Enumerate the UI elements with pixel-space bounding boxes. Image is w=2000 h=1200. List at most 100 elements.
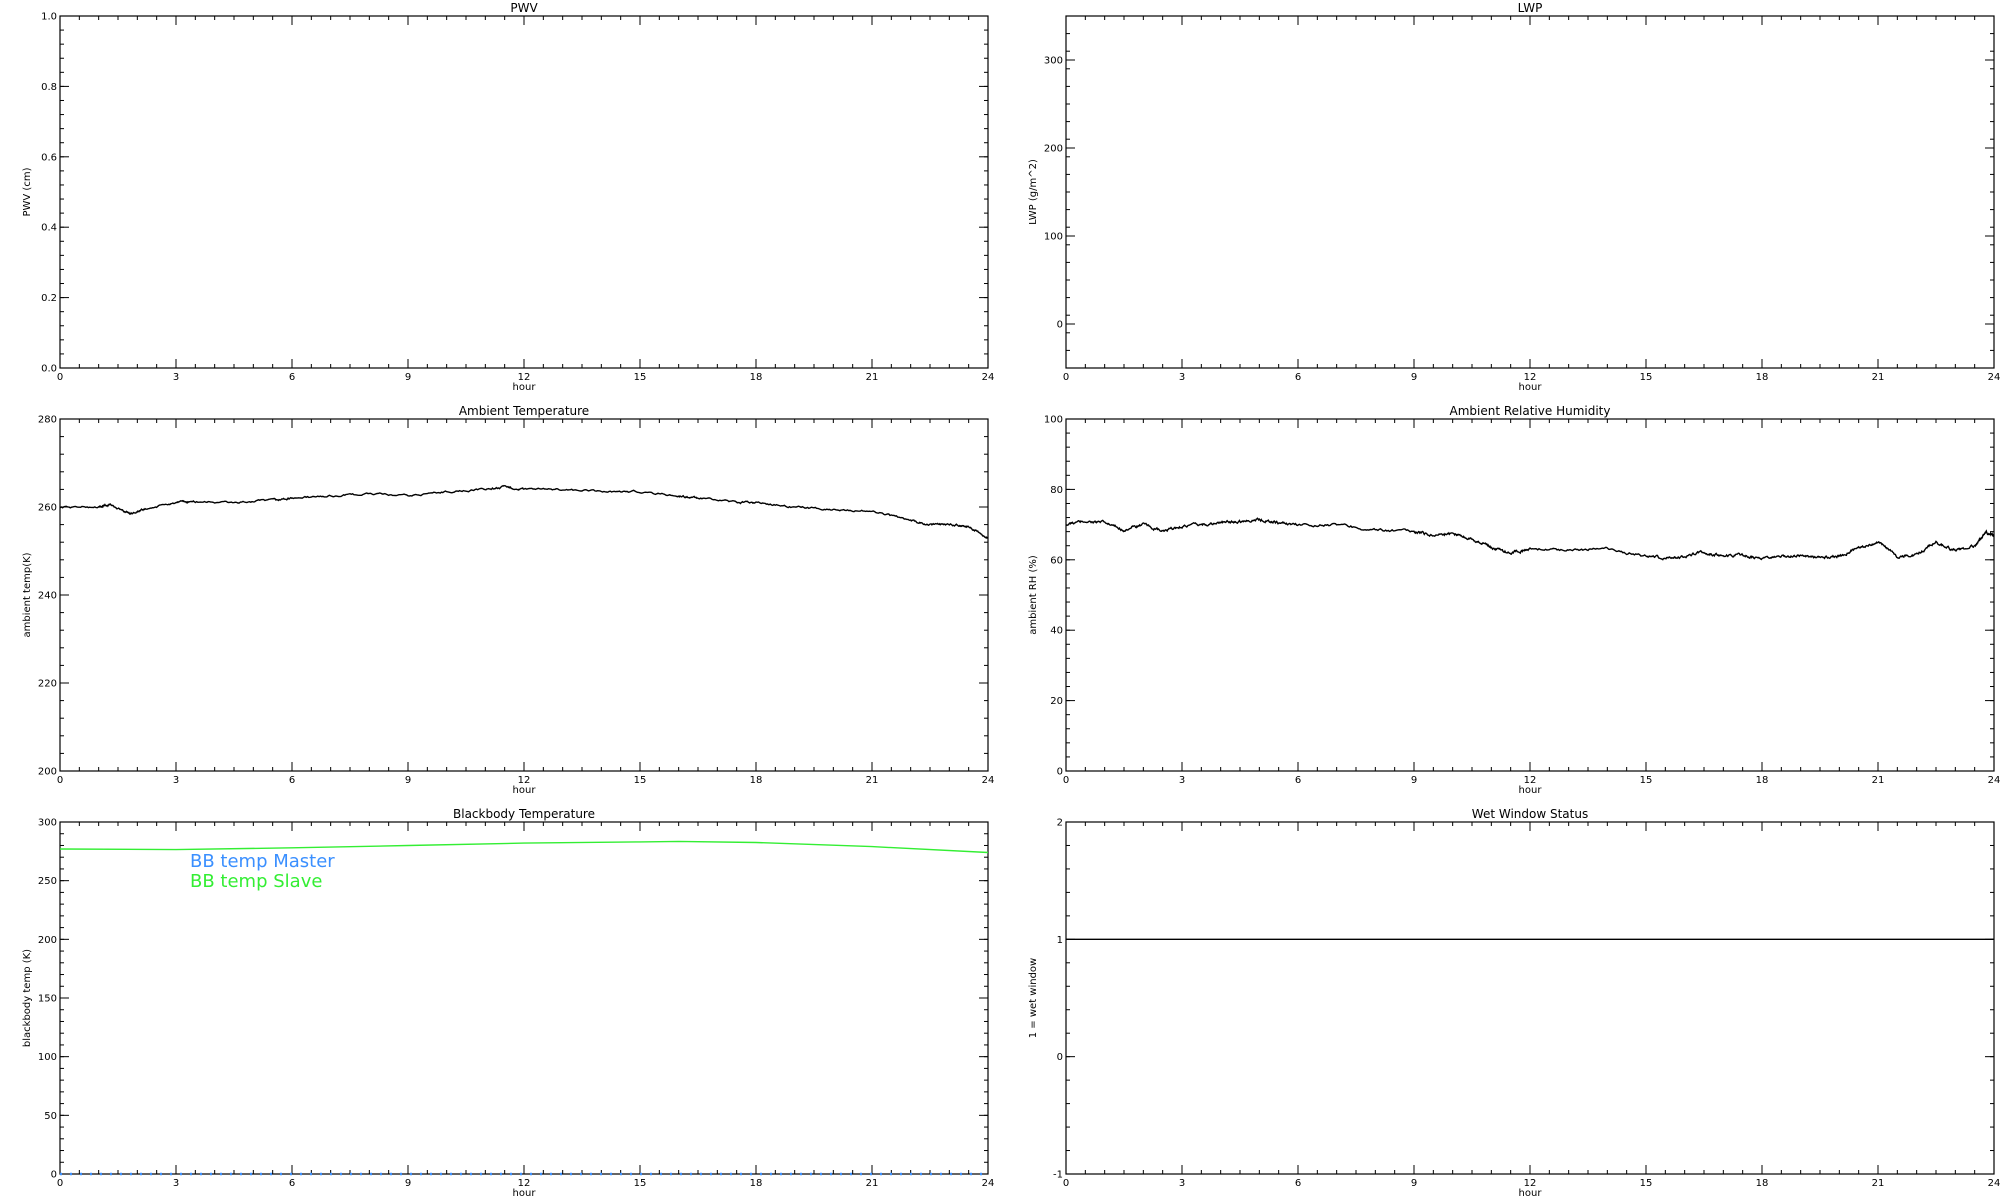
x-tick-label: 15 xyxy=(1640,372,1653,383)
chart-title: Ambient Temperature xyxy=(459,404,589,418)
x-tick-label: 6 xyxy=(289,775,295,786)
y-tick-label: 300 xyxy=(1044,56,1063,67)
y-tick-label: 100 xyxy=(1044,415,1063,426)
x-tick-label: 0 xyxy=(57,372,63,383)
chart-blackbody-temperature: Blackbody Temperature 0 3 6 9 12 15 18 21 24 hour 0… xyxy=(22,807,994,1199)
plot-frame xyxy=(1065,821,1995,1175)
y-tick-label: 2 xyxy=(1057,818,1063,829)
x-axis-label: hour xyxy=(1519,382,1543,393)
y-tick-label: 0 xyxy=(51,1170,57,1181)
y-axis-label: LWP (g/m^2) xyxy=(1028,159,1039,225)
x-tick-label: 3 xyxy=(173,372,179,383)
x-tick-label: 15 xyxy=(1640,775,1653,786)
x-tick-label: 21 xyxy=(866,775,879,786)
y-tick-label: 0.6 xyxy=(41,152,57,163)
y-tick-label: 20 xyxy=(1050,696,1063,707)
y-tick-label: 0 xyxy=(1057,1052,1063,1063)
x-tick-label: 6 xyxy=(289,1178,295,1189)
x-tick-label: 12 xyxy=(518,372,531,383)
x-tick-label: 6 xyxy=(289,372,295,383)
series-line xyxy=(1065,517,1995,561)
chart-title: Wet Window Status xyxy=(1472,807,1588,821)
x-tick-label: 3 xyxy=(1179,372,1185,383)
x-tick-label: 6 xyxy=(1295,372,1301,383)
x-tick-label: 15 xyxy=(1640,1178,1653,1189)
x-axis-label: hour xyxy=(513,382,537,393)
x-tick-label: 15 xyxy=(634,1178,647,1189)
y-tick-label: 100 xyxy=(38,1052,57,1063)
x-tick-label: 0 xyxy=(57,775,63,786)
y-tick-label: 240 xyxy=(38,591,57,602)
chart-title: PWV xyxy=(510,1,538,15)
chart-ambient-temperature: Ambient Temperature 0 3 6 9 12 15 18 21 24 hour 200… xyxy=(22,404,994,796)
x-tick-label: 6 xyxy=(1295,1178,1301,1189)
y-tick-label: 200 xyxy=(38,935,57,946)
x-axis-label: hour xyxy=(1519,785,1543,796)
y-axis-label: ambient temp(K) xyxy=(22,552,33,637)
legend-entry: BB temp Slave xyxy=(190,871,322,892)
chart-lwp: LWP 0 3 6 9 12 15 18 21 24 hour 0 100 200 300 LWP (g/m^… xyxy=(1028,1,2000,393)
x-tick-label: 0 xyxy=(1063,775,1069,786)
x-tick-label: 24 xyxy=(982,1178,995,1189)
y-tick-label: 80 xyxy=(1050,485,1063,496)
y-tick-label: -1 xyxy=(1053,1170,1063,1181)
x-tick-label: 24 xyxy=(1988,775,2000,786)
x-tick-label: 9 xyxy=(1411,775,1417,786)
x-tick-label: 6 xyxy=(1295,775,1301,786)
y-tick-label: 0 xyxy=(1057,320,1063,331)
chart-pwv: PWV 0 3 6 9 12 15 18 21 24 hour 0.0 0.2 0.4 0.6 0.8 1.0 P… xyxy=(22,1,994,393)
x-tick-label: 21 xyxy=(1872,372,1885,383)
legend-entry: BB temp Master xyxy=(190,851,335,872)
chart-title: Ambient Relative Humidity xyxy=(1450,404,1611,418)
x-tick-label: 3 xyxy=(173,775,179,786)
x-tick-label: 9 xyxy=(405,1178,411,1189)
plot-frame xyxy=(59,418,989,772)
y-axis-label: blackbody temp (K) xyxy=(22,949,33,1047)
x-tick-label: 24 xyxy=(982,372,995,383)
y-tick-label: 50 xyxy=(44,1111,57,1122)
plot-frame xyxy=(59,15,989,369)
x-tick-label: 12 xyxy=(518,1178,531,1189)
y-tick-label: 250 xyxy=(38,876,57,887)
y-tick-label: 60 xyxy=(1050,555,1063,566)
y-tick-label: 220 xyxy=(38,679,57,690)
y-tick-label: 0.8 xyxy=(41,82,57,93)
x-tick-label: 0 xyxy=(57,1178,63,1189)
x-tick-label: 21 xyxy=(1872,775,1885,786)
y-tick-label: 150 xyxy=(38,994,57,1005)
x-tick-label: 18 xyxy=(750,1178,763,1189)
x-tick-label: 15 xyxy=(634,372,647,383)
x-tick-label: 18 xyxy=(1756,372,1769,383)
x-axis-label: hour xyxy=(513,785,537,796)
x-tick-label: 3 xyxy=(1179,775,1185,786)
x-tick-label: 18 xyxy=(750,372,763,383)
x-tick-label: 9 xyxy=(1411,1178,1417,1189)
y-tick-label: 200 xyxy=(38,767,57,778)
y-tick-label: 100 xyxy=(1044,232,1063,243)
x-axis-label: hour xyxy=(513,1188,537,1199)
x-tick-label: 3 xyxy=(1179,1178,1185,1189)
y-tick-label: 0 xyxy=(1057,767,1063,778)
series-line xyxy=(59,484,989,540)
x-tick-label: 21 xyxy=(1872,1178,1885,1189)
y-tick-label: 40 xyxy=(1050,626,1063,637)
x-tick-label: 9 xyxy=(405,372,411,383)
x-tick-label: 3 xyxy=(173,1178,179,1189)
x-tick-label: 21 xyxy=(866,1178,879,1189)
plot-frame xyxy=(1065,15,1995,369)
x-tick-label: 18 xyxy=(1756,775,1769,786)
x-tick-label: 18 xyxy=(750,775,763,786)
x-tick-label: 24 xyxy=(1988,372,2000,383)
x-tick-label: 12 xyxy=(1524,1178,1537,1189)
x-axis-label: hour xyxy=(1519,1188,1543,1199)
y-tick-label: 200 xyxy=(1044,144,1063,155)
y-axis-label: ambient RH (%) xyxy=(1028,555,1039,635)
y-axis-label: PWV (cm) xyxy=(22,167,33,216)
y-tick-label: 280 xyxy=(38,415,57,426)
plot-frame xyxy=(1065,418,1995,772)
x-tick-label: 0 xyxy=(1063,1178,1069,1189)
series-line-bb-temp-slave xyxy=(59,840,989,854)
chart-ambient-relative-humidity: Ambient Relative Humidity 0 3 6 9 12 15 18 21 24 h… xyxy=(1028,404,2000,796)
y-tick-label: 300 xyxy=(38,818,57,829)
